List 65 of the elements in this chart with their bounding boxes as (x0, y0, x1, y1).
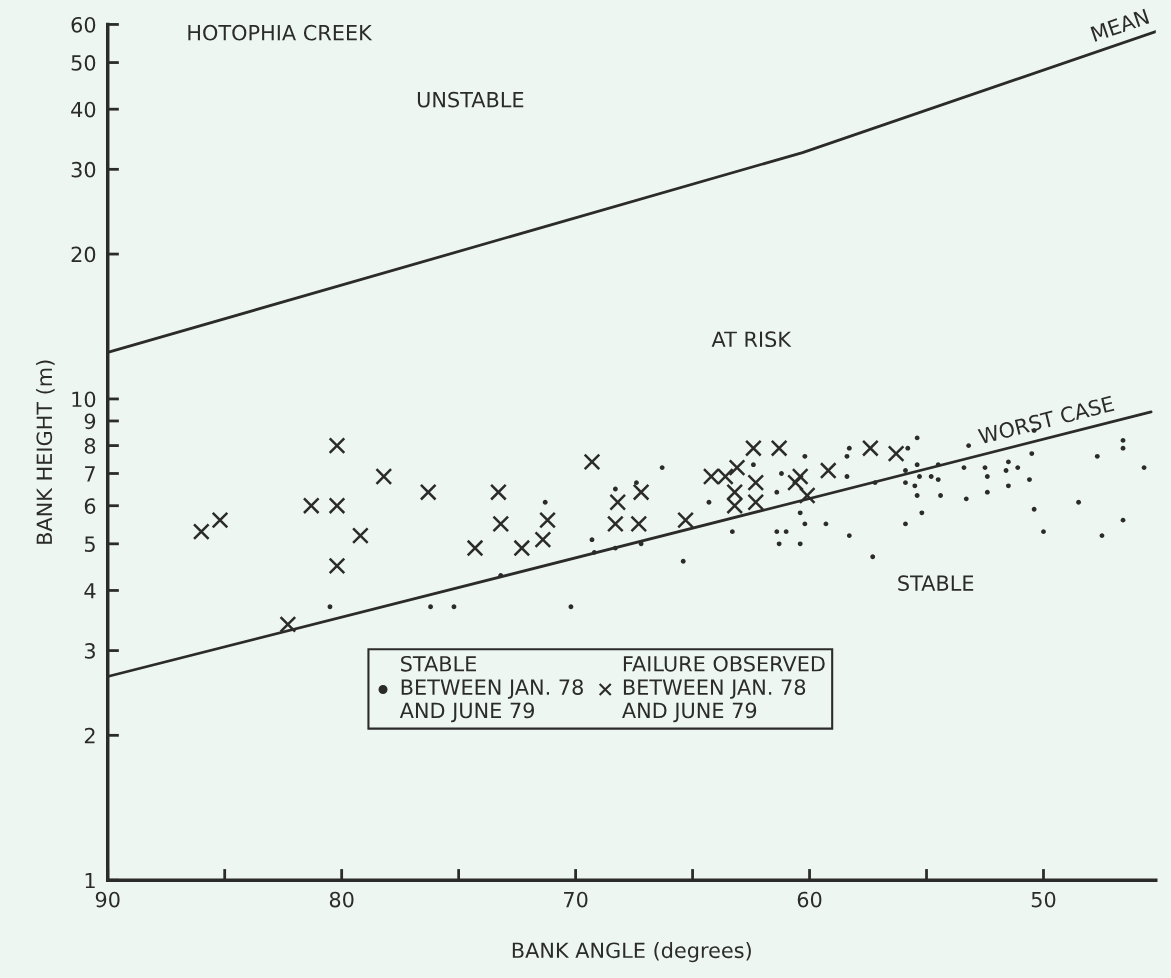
x-axis-title: BANK ANGLE (degrees) (512, 942, 751, 963)
x-tick-label: 50 (1031, 891, 1056, 908)
point (489, 483, 507, 501)
y-tick-label: 1 (85, 872, 95, 889)
y-tick-label: 5 (84, 536, 95, 553)
point (770, 439, 788, 457)
point (791, 467, 809, 486)
y-tick-label: 40 (71, 101, 96, 118)
y-tick-label: 9 (84, 413, 96, 430)
point (328, 497, 346, 515)
point (677, 511, 695, 529)
point (747, 474, 765, 492)
point (539, 511, 557, 529)
point (513, 539, 531, 557)
y-tick-label: 4 (84, 583, 96, 599)
point (786, 474, 805, 492)
y-tick-label: 10 (72, 391, 96, 408)
annotation: STABLE (898, 575, 974, 592)
y-tick-label: 2 (84, 727, 95, 744)
y-tick-label: 8 (84, 438, 96, 454)
y-tick-label: 3 (84, 643, 95, 659)
text: WORST CASE (977, 395, 1115, 445)
point (609, 493, 627, 511)
point (632, 483, 650, 501)
point (279, 615, 297, 633)
x-tick-label: 80 (329, 891, 354, 908)
point (747, 493, 765, 511)
y-tick-label: 50 (71, 55, 96, 71)
x-tick-label: 90 (95, 891, 120, 908)
point (798, 486, 816, 505)
y-tick-label: 30 (71, 161, 96, 178)
point (375, 467, 393, 486)
point (630, 515, 648, 533)
y-axis-title: BANK HEIGHT (m) (36, 360, 55, 544)
point (211, 511, 229, 529)
annotation: UNSTABLE (417, 91, 524, 108)
point (419, 483, 437, 501)
point (726, 483, 744, 501)
point (583, 453, 601, 471)
legend-label: FAILURE OBSERVED BETWEEN JAN. 78 AND JUNE 79 (622, 655, 825, 723)
chart-title: HOTOPHIA CREEK (188, 24, 373, 41)
point (192, 523, 210, 541)
text: MEAN (1090, 8, 1150, 42)
point (328, 557, 346, 575)
point (302, 497, 320, 515)
point (861, 439, 879, 457)
point (819, 461, 837, 480)
y-tick-label: 6 (84, 498, 96, 514)
point (328, 437, 346, 455)
point (744, 439, 762, 457)
point (728, 459, 746, 477)
y-tick-label: 20 (71, 246, 96, 263)
point (534, 531, 552, 549)
point (887, 445, 905, 463)
y-tick-label: 60 (71, 16, 96, 33)
annotation: AT RISK (711, 331, 792, 348)
point (726, 497, 744, 515)
x-tick-label: 60 (797, 891, 822, 908)
point (492, 515, 510, 533)
point (351, 527, 369, 545)
y-tick-label: 7 (85, 466, 95, 482)
point (606, 515, 624, 533)
x-tick-label: 70 (564, 891, 588, 908)
legend-label: STABLE BETWEEN JAN. 78 AND JUNE 79 (399, 655, 583, 723)
point (466, 539, 484, 557)
